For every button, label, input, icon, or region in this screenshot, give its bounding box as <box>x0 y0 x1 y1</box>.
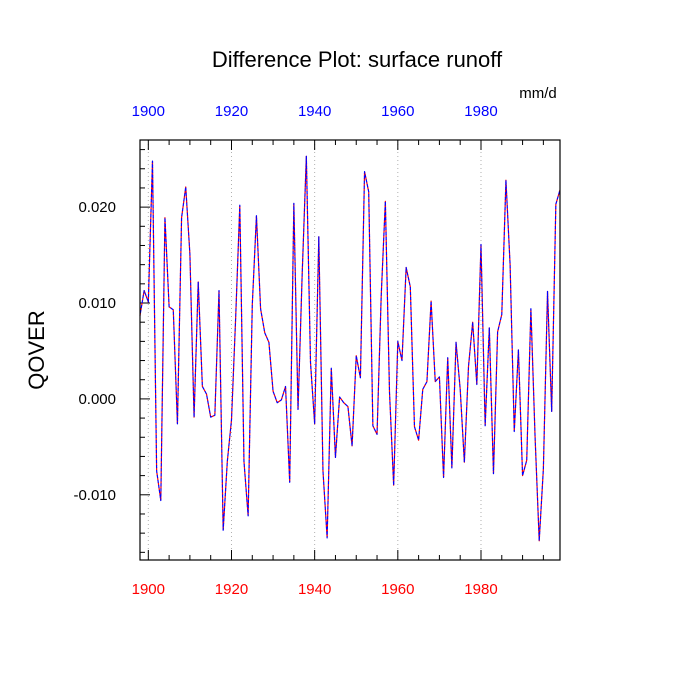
x-tick-label-bottom: 1940 <box>298 581 331 598</box>
x-tick-label-top: 1920 <box>215 103 248 120</box>
y-tick-label: -0.010 <box>73 487 116 504</box>
x-tick-label-bottom: 1920 <box>215 581 248 598</box>
units-label: mm/d <box>519 85 557 102</box>
y-axis-label: QOVER <box>24 310 49 389</box>
chart-title: Difference Plot: surface runoff <box>212 47 503 72</box>
plot-frame <box>139 139 561 561</box>
x-tick-label-top: 1940 <box>298 103 331 120</box>
x-tick-label-top: 1960 <box>381 103 414 120</box>
y-tick-label: 0.010 <box>78 295 116 312</box>
series-layer <box>139 155 561 542</box>
series-line-blue <box>139 155 561 542</box>
x-tick-label-bottom: 1900 <box>132 581 165 598</box>
x-tick-label-bottom: 1980 <box>464 581 497 598</box>
grid-lines <box>147 140 482 560</box>
x-tick-label-top: 1900 <box>132 103 165 120</box>
x-tick-label-bottom: 1960 <box>381 581 414 598</box>
axes: 1900 1900 1920 1920 1940 1940 1960 1960 1980 1980… <box>73 103 544 598</box>
y-tick-label: 0.020 <box>78 199 116 216</box>
y-tick-label: 0.000 <box>78 391 116 408</box>
x-tick-label-top: 1980 <box>464 103 497 120</box>
